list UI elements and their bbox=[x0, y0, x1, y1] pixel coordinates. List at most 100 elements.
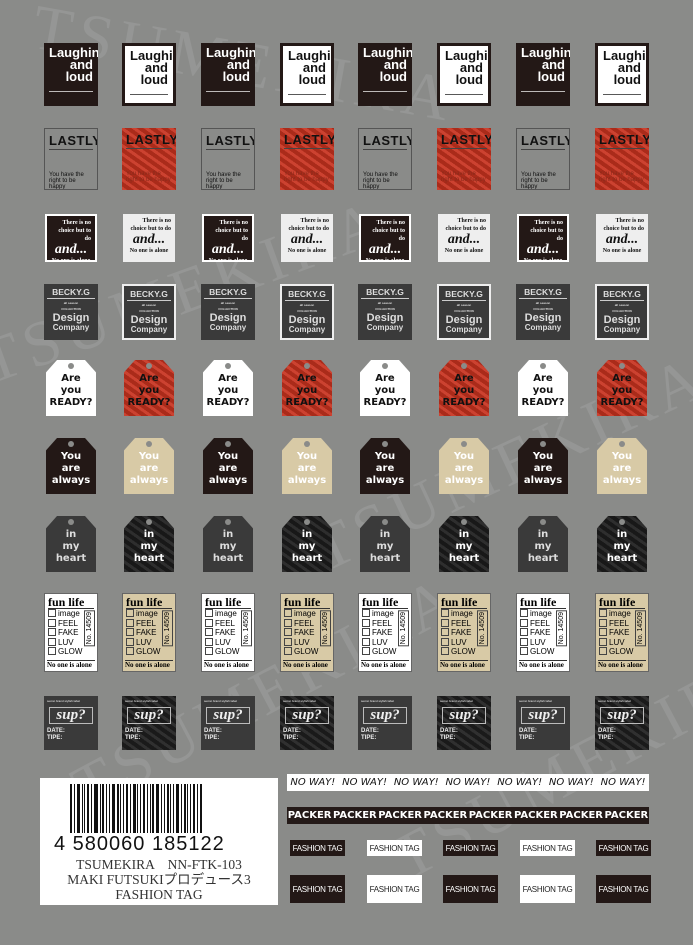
noway-text: NO WAY! bbox=[342, 777, 387, 788]
choice-foot: No one is alone bbox=[365, 258, 405, 262]
noway-text: NO WAY! bbox=[393, 777, 439, 788]
tag-hole-icon bbox=[68, 519, 74, 525]
tag-text-line: in bbox=[301, 529, 313, 540]
becky-collection: COLLECTION bbox=[375, 307, 395, 311]
funlife-foot: No one is alone bbox=[125, 660, 173, 669]
ready-tag: Are you READY? bbox=[203, 360, 253, 416]
sup-fine: secret brand stylish label bbox=[283, 699, 317, 703]
choice-foot: No one is alone bbox=[287, 248, 327, 254]
choice-sticker: There is no choice but to do and... No one… bbox=[281, 214, 333, 262]
sup-sticker: secret brand stylish label sup? DATE: TIPE: bbox=[44, 696, 98, 750]
funlife-foot: No one is alone bbox=[204, 660, 252, 669]
sup-date: DATE: bbox=[283, 728, 301, 734]
checkbox-item: FAKE bbox=[126, 628, 172, 638]
checkbox-item: GLOW bbox=[205, 647, 251, 657]
checkbox-item: FEEL bbox=[48, 619, 94, 629]
laughing-text-line: loud bbox=[222, 69, 250, 84]
checkbox-item: image bbox=[441, 609, 487, 619]
lastly-body: You have the right to be happy bbox=[599, 171, 644, 183]
becky-title: BECKY.G bbox=[361, 287, 409, 299]
checkbox-item: FEEL bbox=[126, 619, 172, 629]
fine-print bbox=[363, 91, 407, 102]
checkbox-item: FAKE bbox=[362, 628, 408, 638]
heart-tag: in my heart bbox=[439, 516, 489, 572]
tag-text-line: always bbox=[208, 475, 248, 486]
ready-tag: Are you READY? bbox=[46, 360, 96, 416]
sup-word: sup? bbox=[600, 707, 644, 724]
barcode-bar bbox=[167, 784, 169, 840]
choice-top: There is no choice but to do bbox=[288, 218, 330, 232]
becky-title: BECKY.G bbox=[442, 289, 486, 301]
funlife-sticker: fun life image FEEL FAKE LUV GLOW No. 14509 No … bbox=[280, 593, 334, 672]
checkbox-item: GLOW bbox=[284, 647, 330, 657]
tag-hole-icon bbox=[146, 519, 152, 525]
becky-sub: all season bbox=[299, 303, 315, 307]
tag-text-line: You bbox=[453, 451, 475, 462]
tag-text-line: in bbox=[222, 529, 234, 540]
product-producer: MAKI FUTSUKIプロデュース3 bbox=[67, 872, 251, 887]
becky-title: BECKY.G bbox=[285, 289, 329, 301]
becky-collection: COLLECTION bbox=[61, 307, 81, 311]
tag-text-line: heart bbox=[55, 553, 87, 564]
barcode-bar bbox=[70, 784, 72, 840]
choice-foot: No one is alone bbox=[129, 248, 169, 254]
laughing-text-line: Laughing bbox=[521, 45, 570, 60]
tag-text-line: READY? bbox=[600, 397, 644, 408]
funlife-title: fun life bbox=[441, 596, 487, 609]
laughing-text-line: and bbox=[69, 57, 93, 72]
tag-hole-icon bbox=[146, 441, 152, 447]
becky-company: Company bbox=[524, 323, 562, 332]
funlife-sticker: fun life image FEEL FAKE LUV GLOW No. 14509 No … bbox=[437, 593, 491, 672]
choice-top: There is no choice but to do bbox=[130, 218, 172, 232]
tag-text-line: you bbox=[532, 385, 554, 396]
packer-text: PACKER bbox=[332, 810, 377, 821]
choice-foot: No one is alone bbox=[523, 258, 563, 262]
always-tag: You are always bbox=[203, 438, 253, 494]
funlife-number: No. 14509 bbox=[556, 610, 567, 647]
choice-foot: No one is alone bbox=[51, 258, 91, 262]
funlife-sticker: fun life image FEEL FAKE LUV GLOW No. 14509 No … bbox=[122, 593, 176, 672]
tag-text-line: You bbox=[60, 451, 82, 462]
sup-date: DATE: bbox=[204, 728, 222, 734]
ready-tag: Are you READY? bbox=[597, 360, 647, 416]
barcode-bar bbox=[193, 784, 195, 840]
product-code: TSUMEKIRA NN-FTK-103 bbox=[76, 857, 242, 872]
barcode-bar bbox=[143, 784, 145, 840]
funlife-number: No. 14509 bbox=[635, 610, 646, 647]
checkbox-item: FAKE bbox=[599, 628, 645, 638]
choice-top: There is no choice but to do bbox=[215, 220, 248, 242]
choice-top: There is no choice but to do bbox=[530, 220, 563, 242]
barcode-bar bbox=[161, 784, 162, 840]
checkbox-item: GLOW bbox=[362, 647, 408, 657]
choice-foot: No one is alone bbox=[444, 248, 484, 254]
barcode bbox=[70, 784, 240, 840]
tag-text-line: in bbox=[616, 529, 628, 540]
sup-type: TIPE: bbox=[125, 735, 141, 741]
becky-sticker: BECKY.G all season COLLECTION Design Company bbox=[516, 284, 570, 340]
tag-hole-icon bbox=[382, 363, 388, 369]
tag-hole-icon bbox=[382, 441, 388, 447]
barcode-bar bbox=[74, 784, 75, 840]
tag-hole-icon bbox=[225, 441, 231, 447]
packer-strip: PACKER PACKER PACKER PACKER PACKER PACKER PACK… bbox=[287, 807, 649, 824]
always-tag: You are always bbox=[282, 438, 332, 494]
tag-text-line: my bbox=[62, 541, 80, 552]
ready-tag: Are you READY? bbox=[282, 360, 332, 416]
always-tag: You are always bbox=[124, 438, 174, 494]
funlife-title: fun life bbox=[520, 596, 566, 609]
tag-text-line: You bbox=[138, 451, 160, 462]
checkbox-item: LUV bbox=[362, 638, 408, 648]
funlife-number: No. 14509 bbox=[162, 610, 173, 647]
laughing-text-line: and bbox=[459, 60, 483, 75]
sup-sticker: secret brand stylish label sup? DATE: TIPE: bbox=[280, 696, 334, 750]
ready-tag: Are you READY? bbox=[518, 360, 568, 416]
funlife-foot: No one is alone bbox=[519, 660, 567, 669]
lastly-body: You have the right to be happy bbox=[441, 171, 486, 183]
becky-sub: all season bbox=[535, 301, 551, 305]
tag-text-line: heart bbox=[448, 553, 480, 564]
checkbox-item: LUV bbox=[284, 638, 330, 648]
barcode-bar bbox=[126, 784, 128, 840]
becky-design: Design bbox=[52, 312, 90, 324]
always-tag: You are always bbox=[360, 438, 410, 494]
sup-date: DATE: bbox=[125, 728, 143, 734]
